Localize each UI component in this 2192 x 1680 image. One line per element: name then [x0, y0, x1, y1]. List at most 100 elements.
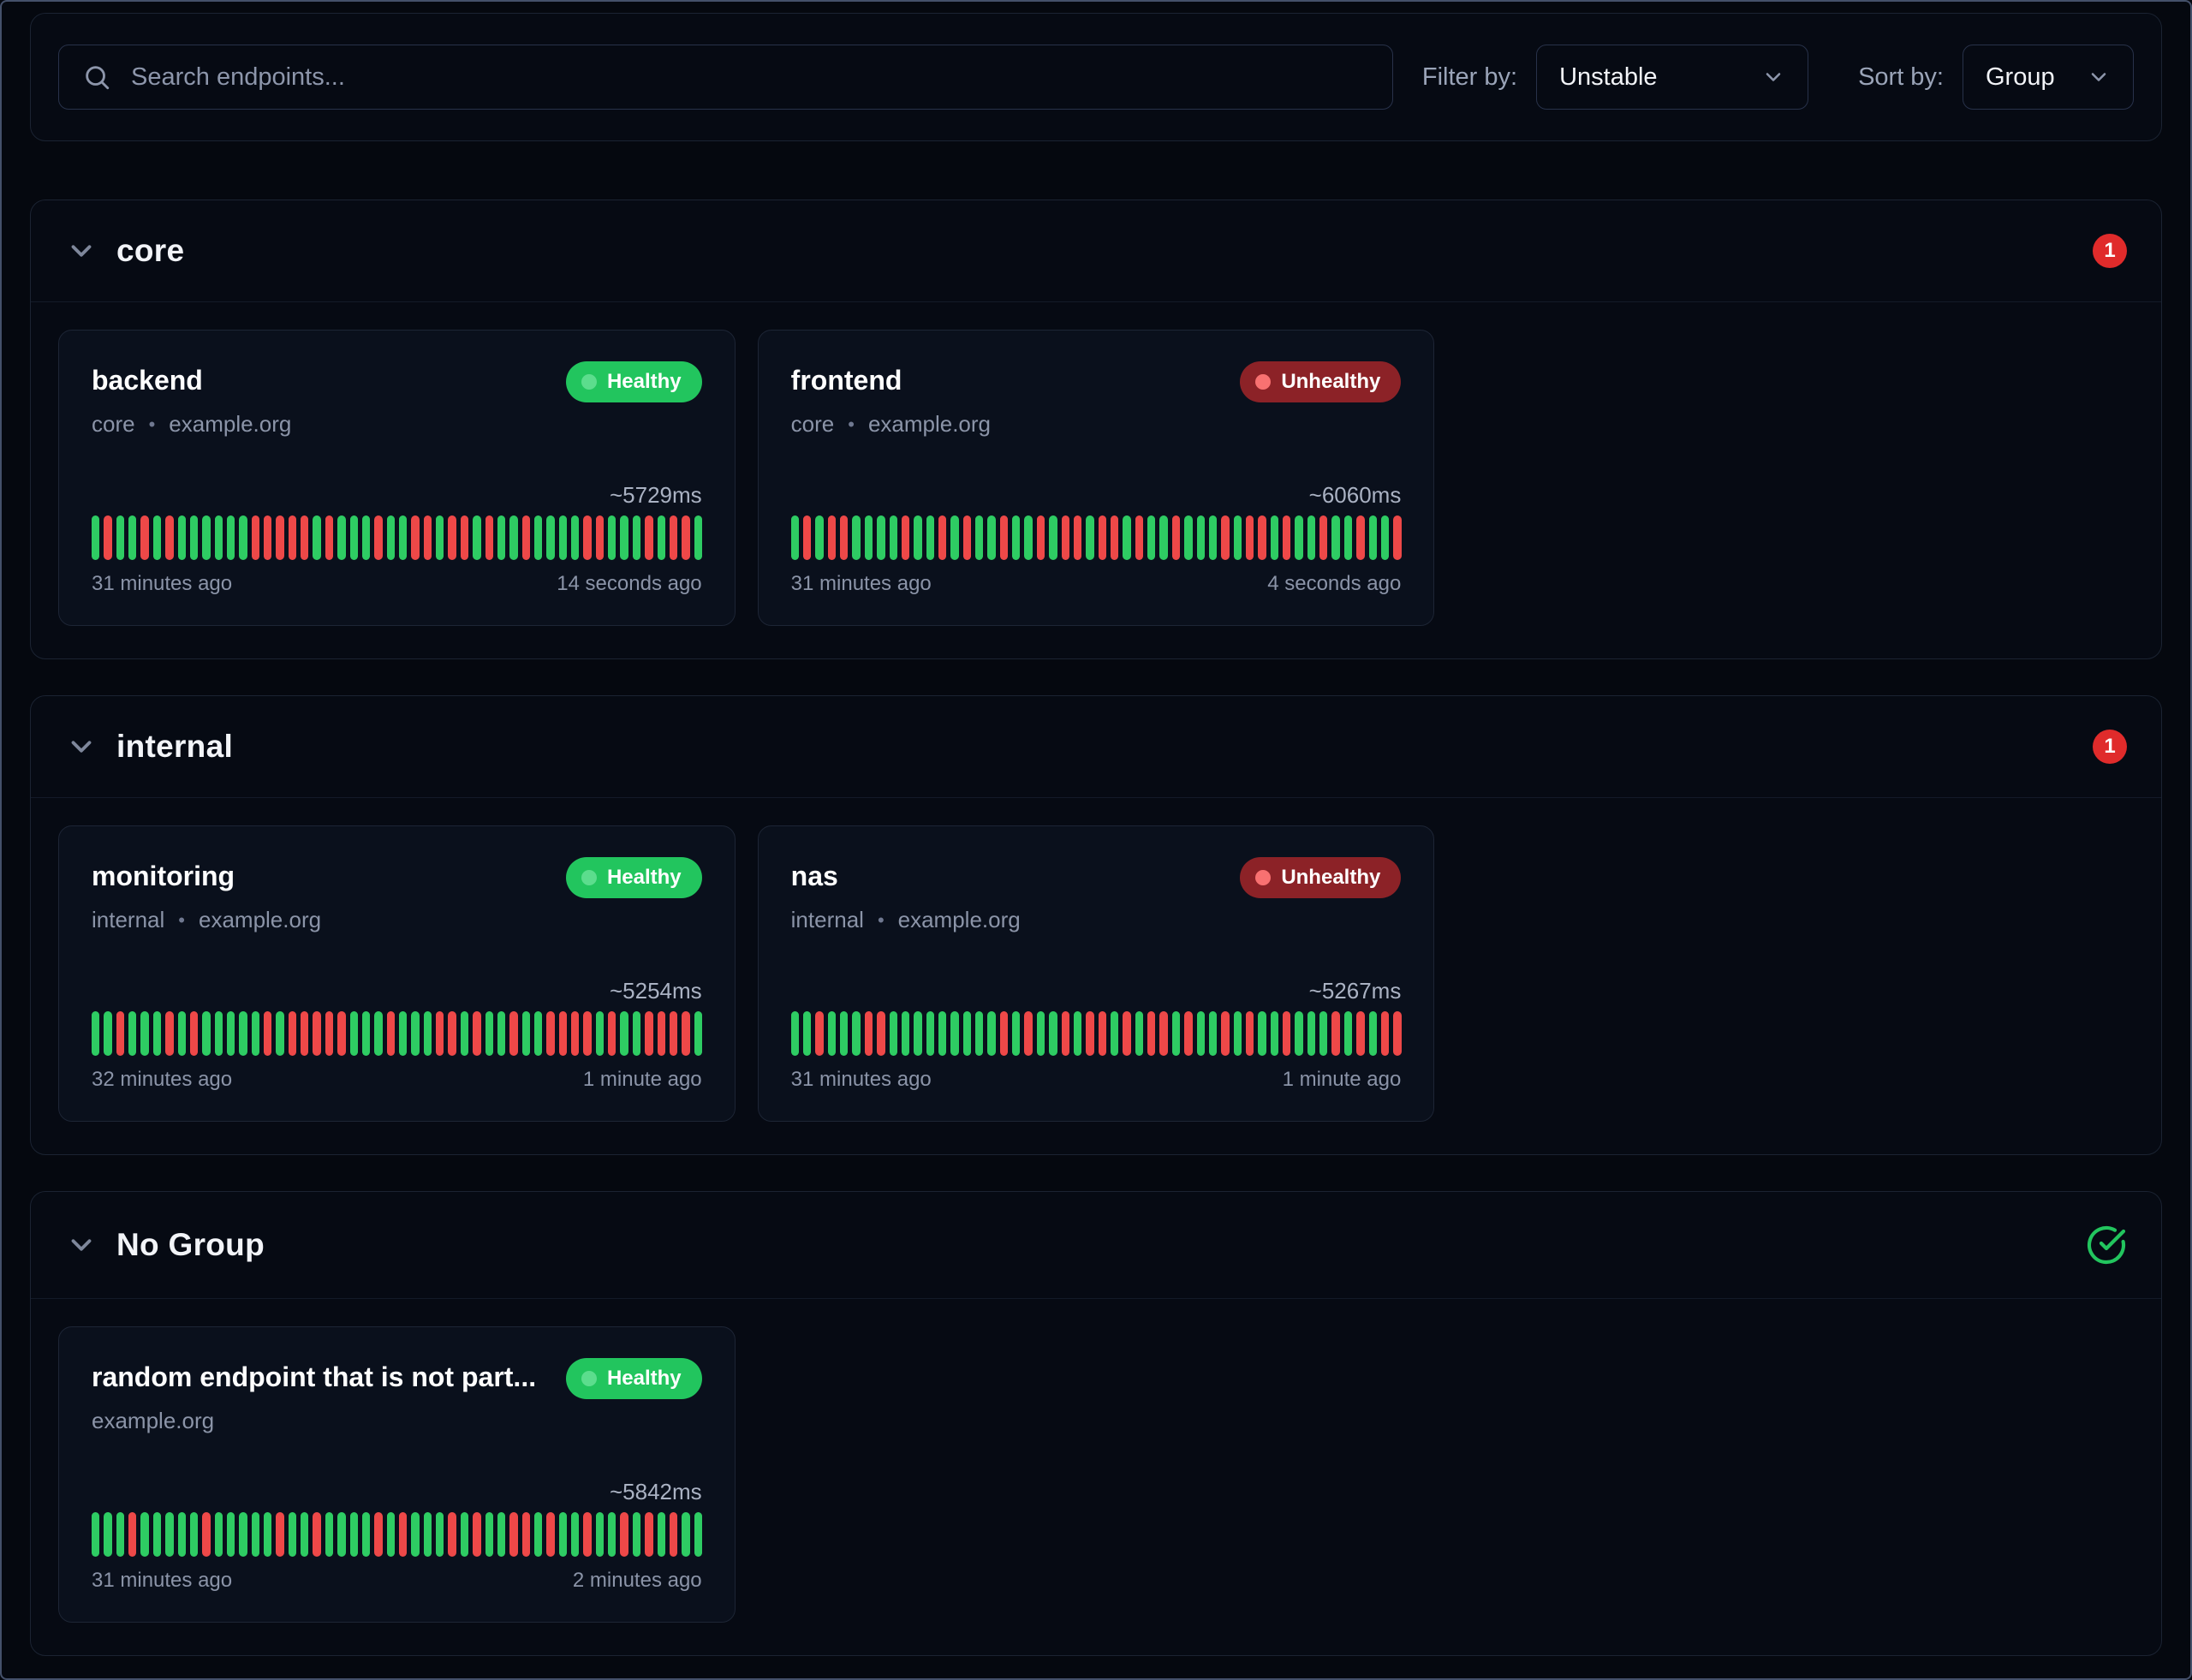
healthy-bar[interactable] — [152, 515, 162, 560]
healthy-bar[interactable] — [313, 515, 321, 560]
filter-select[interactable]: Unstable — [1536, 45, 1809, 110]
healthy-bar[interactable] — [546, 515, 555, 560]
healthy-bar[interactable] — [852, 1011, 861, 1056]
unhealthy-bar[interactable] — [1036, 515, 1045, 560]
healthy-bar[interactable] — [620, 1011, 628, 1056]
unhealthy-bar[interactable] — [202, 1512, 211, 1557]
unhealthy-bar[interactable] — [682, 1011, 690, 1056]
unhealthy-bar[interactable] — [1331, 1011, 1340, 1056]
unhealthy-bar[interactable] — [546, 1512, 555, 1557]
healthy-bar[interactable] — [914, 1011, 922, 1056]
unhealthy-bar[interactable] — [546, 1011, 555, 1056]
healthy-bar[interactable] — [288, 1512, 297, 1557]
healthy-bar[interactable] — [349, 1011, 358, 1056]
healthy-bar[interactable] — [1368, 1011, 1377, 1056]
healthy-bar[interactable] — [558, 1512, 568, 1557]
healthy-bar[interactable] — [914, 515, 922, 560]
unhealthy-bar[interactable] — [864, 1011, 873, 1056]
unhealthy-bar[interactable] — [1380, 1011, 1390, 1056]
healthy-bar[interactable] — [657, 515, 665, 560]
healthy-bar[interactable] — [1196, 515, 1205, 560]
unhealthy-bar[interactable] — [448, 515, 456, 560]
unhealthy-bar[interactable] — [1024, 1011, 1033, 1056]
unhealthy-bar[interactable] — [1258, 515, 1266, 560]
healthy-bar[interactable] — [361, 1512, 371, 1557]
healthy-bar[interactable] — [987, 1011, 996, 1056]
unhealthy-bar[interactable] — [448, 1512, 456, 1557]
healthy-bar[interactable] — [694, 1011, 702, 1056]
unhealthy-bar[interactable] — [116, 1011, 125, 1056]
healthy-bar[interactable] — [827, 1011, 837, 1056]
healthy-bar[interactable] — [349, 1512, 358, 1557]
unhealthy-bar[interactable] — [509, 1512, 518, 1557]
healthy-bar[interactable] — [950, 515, 959, 560]
unhealthy-bar[interactable] — [620, 1512, 628, 1557]
healthy-bar[interactable] — [1295, 1011, 1303, 1056]
unhealthy-bar[interactable] — [313, 1011, 321, 1056]
unhealthy-bar[interactable] — [1098, 515, 1106, 560]
healthy-bar[interactable] — [840, 1011, 849, 1056]
healthy-bar[interactable] — [1171, 1011, 1181, 1056]
healthy-bar[interactable] — [1233, 1011, 1242, 1056]
healthy-bar[interactable] — [533, 1011, 543, 1056]
unhealthy-bar[interactable] — [803, 515, 812, 560]
healthy-bar[interactable] — [485, 1512, 493, 1557]
unhealthy-bar[interactable] — [645, 515, 653, 560]
healthy-bar[interactable] — [987, 515, 996, 560]
unhealthy-bar[interactable] — [1319, 515, 1328, 560]
healthy-bar[interactable] — [239, 515, 247, 560]
unhealthy-bar[interactable] — [1147, 1011, 1156, 1056]
unhealthy-bar[interactable] — [128, 1512, 137, 1557]
unhealthy-bar[interactable] — [938, 515, 947, 560]
healthy-bar[interactable] — [436, 1512, 444, 1557]
unhealthy-bar[interactable] — [301, 515, 309, 560]
unhealthy-bar[interactable] — [448, 1011, 456, 1056]
unhealthy-bar[interactable] — [436, 1011, 444, 1056]
unhealthy-bar[interactable] — [374, 1512, 383, 1557]
unhealthy-bar[interactable] — [1159, 1011, 1168, 1056]
healthy-bar[interactable] — [852, 515, 861, 560]
unhealthy-bar[interactable] — [460, 515, 469, 560]
healthy-bar[interactable] — [608, 515, 616, 560]
unhealthy-bar[interactable] — [264, 515, 272, 560]
healthy-bar[interactable] — [962, 1011, 972, 1056]
unhealthy-bar[interactable] — [140, 515, 149, 560]
healthy-bar[interactable] — [1258, 1011, 1266, 1056]
healthy-bar[interactable] — [152, 1512, 162, 1557]
healthy-bar[interactable] — [189, 515, 199, 560]
unhealthy-bar[interactable] — [325, 515, 334, 560]
endpoint-card[interactable]: nas Unhealthy internal • example.org ~5267… — [757, 825, 1435, 1122]
healthy-bar[interactable] — [608, 1512, 616, 1557]
healthy-bar[interactable] — [595, 1011, 605, 1056]
healthy-bar[interactable] — [682, 1512, 690, 1557]
unhealthy-bar[interactable] — [251, 515, 260, 560]
healthy-bar[interactable] — [1012, 1011, 1021, 1056]
unhealthy-bar[interactable] — [288, 515, 297, 560]
healthy-bar[interactable] — [1135, 1011, 1144, 1056]
healthy-bar[interactable] — [694, 1512, 702, 1557]
healthy-bar[interactable] — [214, 515, 223, 560]
unhealthy-bar[interactable] — [1393, 515, 1402, 560]
unhealthy-bar[interactable] — [657, 1011, 665, 1056]
healthy-bar[interactable] — [386, 1512, 395, 1557]
healthy-bar[interactable] — [1049, 515, 1057, 560]
healthy-bar[interactable] — [92, 1512, 100, 1557]
healthy-bar[interactable] — [926, 1011, 934, 1056]
endpoint-card[interactable]: backend Healthy core • example.org ~5729ms… — [58, 330, 736, 626]
healthy-bar[interactable] — [1208, 1011, 1218, 1056]
unhealthy-bar[interactable] — [583, 1512, 592, 1557]
healthy-bar[interactable] — [1196, 1011, 1205, 1056]
unhealthy-bar[interactable] — [669, 1512, 678, 1557]
healthy-bar[interactable] — [226, 1512, 235, 1557]
healthy-bar[interactable] — [264, 1512, 272, 1557]
healthy-bar[interactable] — [1024, 515, 1033, 560]
unhealthy-bar[interactable] — [398, 1512, 408, 1557]
healthy-bar[interactable] — [1073, 1011, 1082, 1056]
unhealthy-bar[interactable] — [411, 515, 420, 560]
healthy-bar[interactable] — [104, 1011, 112, 1056]
healthy-bar[interactable] — [226, 515, 235, 560]
healthy-bar[interactable] — [620, 515, 628, 560]
healthy-bar[interactable] — [1049, 1011, 1057, 1056]
healthy-bar[interactable] — [533, 515, 543, 560]
unhealthy-bar[interactable] — [337, 1011, 346, 1056]
